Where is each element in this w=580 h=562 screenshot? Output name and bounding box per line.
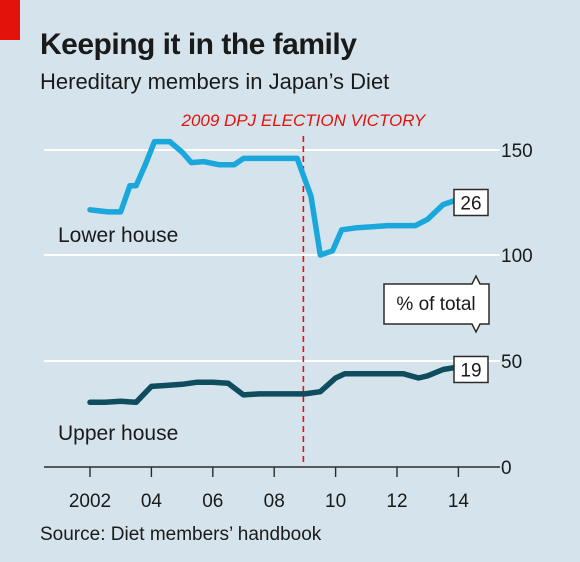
- x-tick-label: 14: [448, 491, 470, 512]
- y-tick-label: 50: [501, 352, 522, 373]
- x-tick-label: 04: [141, 491, 163, 512]
- y-tick-label: 150: [501, 141, 533, 162]
- series-label-lower-house: Lower house: [58, 224, 178, 247]
- unit-callout-box: [383, 274, 490, 334]
- end-value-box: [453, 188, 489, 217]
- x-tick-label: 2002: [69, 491, 111, 512]
- x-tick-label: 06: [202, 491, 223, 512]
- unit-callout: % of total: [383, 274, 490, 334]
- end-value-label: 19: [460, 360, 481, 381]
- unit-callout-text: % of total: [396, 294, 475, 315]
- series-line-lower-house: [87, 138, 480, 258]
- event-label: 2009 DPJ ELECTION VICTORY: [180, 111, 426, 130]
- x-tick-label: 12: [386, 491, 407, 512]
- series-label-upper-house: Upper house: [58, 422, 178, 445]
- x-tick-label: 10: [325, 491, 346, 512]
- brand-tag: [0, 0, 20, 40]
- end-value-label: 26: [460, 194, 481, 215]
- chart-subtitle: Hereditary members in Japan’s Diet: [40, 69, 390, 94]
- y-tick-label: 100: [501, 246, 533, 267]
- end-value-box: [453, 355, 489, 384]
- x-tick-label: 08: [264, 491, 285, 512]
- source-note: Source: Diet members’ handbook: [40, 524, 322, 545]
- chart-title: Keeping it in the family: [40, 28, 357, 61]
- y-tick-label: 0: [501, 458, 512, 479]
- series-line-upper-house: [87, 364, 480, 406]
